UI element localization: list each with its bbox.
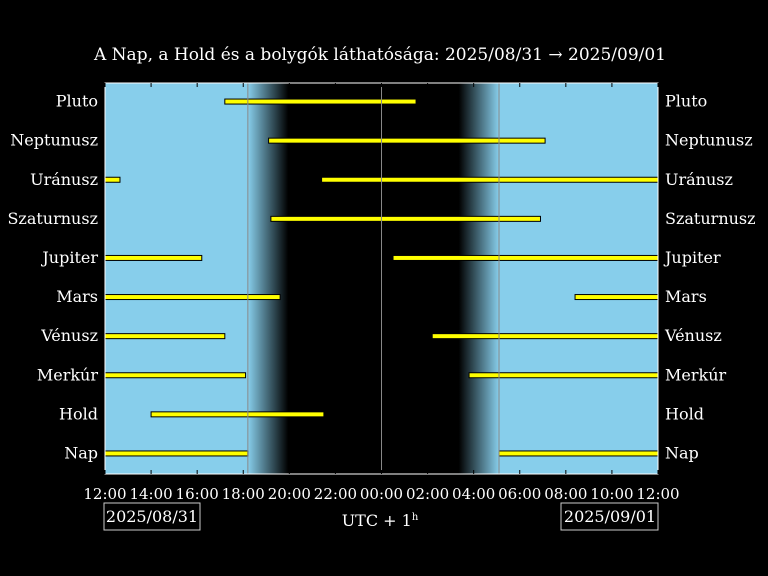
body-label-right-jupiter: Jupiter (663, 248, 721, 267)
visibility-bar-jupiter-0 (104, 254, 203, 261)
body-label-left-nap: Nap (64, 443, 98, 462)
x-tick-label: 18:00 (222, 485, 265, 503)
body-label-left-szaturnusz: Szaturnusz (7, 209, 98, 228)
body-label-left-venusz: Vénusz (40, 326, 98, 345)
visibility-bar-merkur-1 (468, 372, 659, 379)
chart-title: A Nap, a Hold és a bolygók láthatósága: … (93, 45, 666, 65)
date-right-label: 2025/09/01 (564, 507, 656, 526)
visibility-bar-mars-1 (574, 294, 659, 301)
visibility-bar-neptunusz-0 (268, 137, 546, 144)
visibility-bar-venusz-0 (104, 333, 226, 340)
dusk-twilight (247, 83, 289, 474)
x-tick-label: 08:00 (544, 485, 587, 503)
body-label-left-neptunusz: Neptunusz (10, 131, 98, 150)
visibility-bar-szaturnusz-0 (270, 215, 541, 222)
x-tick-label: 12:00 (83, 485, 126, 503)
visibility-bar-nap-0 (104, 450, 249, 457)
body-label-left-mars: Mars (56, 287, 98, 306)
visibility-bar-merkur-0 (104, 372, 247, 379)
x-tick-label: 14:00 (129, 485, 172, 503)
visibility-bar-nap-1 (498, 450, 659, 457)
x-tick-label: 12:00 (636, 485, 679, 503)
body-label-left-jupiter: Jupiter (40, 248, 98, 267)
date-left-label: 2025/08/31 (106, 507, 198, 526)
date-left-box (103, 502, 201, 531)
x-axis-label: UTC + 1h (342, 511, 419, 530)
dawn-twilight (458, 83, 500, 474)
body-label-right-szaturnusz: Szaturnusz (665, 209, 756, 228)
body-label-right-venusz: Vénusz (664, 326, 722, 345)
visibility-bar-hold-0 (150, 411, 325, 418)
x-tick-label: 06:00 (498, 485, 541, 503)
body-label-right-pluto: Pluto (665, 92, 707, 111)
body-label-right-neptunusz: Neptunusz (665, 131, 753, 150)
body-label-right-nap: Nap (665, 443, 699, 462)
x-tick-label: 16:00 (176, 485, 219, 503)
body-label-left-uranusz: Uránusz (30, 170, 98, 189)
body-label-left-hold: Hold (59, 404, 98, 423)
date-right-box (560, 502, 659, 531)
visibility-bar-pluto-0 (224, 98, 417, 105)
visibility-bar-uranusz-1 (321, 176, 659, 183)
body-label-right-merkur: Merkúr (665, 365, 727, 384)
body-label-right-mars: Mars (665, 287, 707, 306)
visibility-bar-uranusz-0 (104, 176, 121, 183)
x-tick-label: 00:00 (360, 485, 403, 503)
x-tick-label: 22:00 (314, 485, 357, 503)
day-region-left (105, 83, 248, 474)
body-label-right-uranusz: Uránusz (665, 170, 733, 189)
x-tick-label: 02:00 (406, 485, 449, 503)
body-label-right-hold: Hold (665, 404, 704, 423)
x-tick-label: 04:00 (452, 485, 495, 503)
x-tick-label: 10:00 (590, 485, 633, 503)
x-tick-label: 20:00 (268, 485, 311, 503)
visibility-bar-jupiter-1 (392, 254, 659, 261)
body-label-left-merkur: Merkúr (37, 365, 99, 384)
visibility-bar-mars-0 (104, 294, 281, 301)
visibility-bar-venusz-1 (431, 333, 659, 340)
day-region-right (499, 83, 658, 474)
body-label-left-pluto: Pluto (56, 92, 98, 111)
